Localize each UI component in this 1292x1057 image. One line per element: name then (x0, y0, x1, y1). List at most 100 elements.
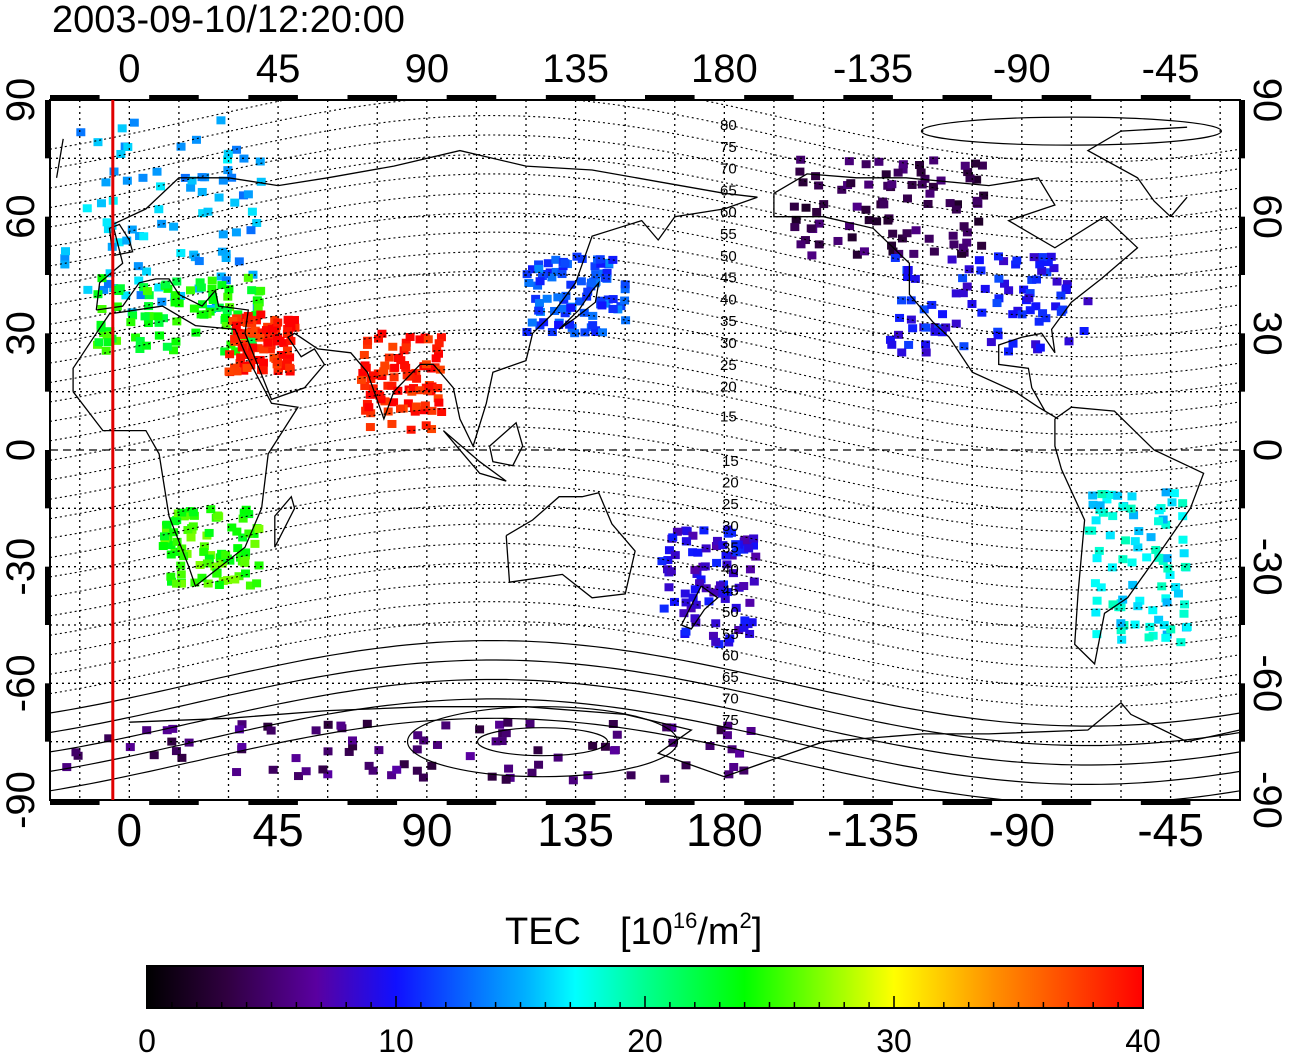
tec-cell (1120, 536, 1130, 545)
tec-cell (1154, 517, 1164, 526)
tec-cell (551, 267, 561, 276)
tec-cell (667, 723, 677, 732)
tec-cell (273, 358, 283, 367)
tec-cell (392, 765, 402, 774)
tec-cell (362, 340, 372, 349)
tec-cell (154, 331, 164, 340)
tec-cell (929, 156, 939, 165)
contour-label: 40 (720, 291, 737, 308)
tec-cell (621, 316, 631, 325)
tec-cell (612, 730, 622, 739)
contour-line (50, 348, 1240, 435)
timestamp-title: 2003-09-10/12:20:00 (52, 0, 405, 41)
tec-cell (597, 301, 607, 310)
contour-line (50, 717, 1240, 800)
tec-cell (522, 270, 532, 279)
tec-cell (212, 569, 222, 578)
tec-cell (396, 356, 406, 365)
contour-line (50, 100, 1240, 183)
tec-cell (979, 191, 989, 200)
tec-cell (711, 637, 721, 646)
contour-label: 15 (722, 453, 739, 470)
tec-cell (243, 311, 253, 320)
tec-cell (412, 745, 422, 754)
tec-cell (699, 526, 709, 535)
colorbar-unit: [1016/m2] (620, 908, 762, 953)
tec-cell (441, 721, 451, 730)
tec-cell (861, 205, 871, 214)
contour-label: 20 (720, 379, 737, 396)
tec-cell (380, 361, 390, 370)
tec-cell (142, 267, 152, 276)
coastline (72, 305, 299, 588)
tec-cell (427, 382, 437, 391)
tec-cell (418, 773, 428, 782)
top-lon-label: 180 (691, 47, 758, 91)
tec-cell (1173, 589, 1183, 598)
tec-cell (103, 279, 113, 288)
tec-cell (71, 748, 81, 757)
frame-tick (545, 800, 596, 805)
tec-cell (977, 161, 987, 170)
tec-cell (1094, 546, 1104, 555)
tec-cell (223, 149, 233, 158)
tec-cell (921, 340, 931, 349)
tec-cell (591, 326, 601, 335)
contour-label: 20 (722, 475, 739, 492)
tec-cell (1091, 608, 1101, 617)
tec-cell (690, 565, 700, 574)
tec-cell (993, 331, 1003, 340)
tec-cell (600, 273, 610, 282)
contour-line (50, 659, 1240, 747)
contour-ring (476, 727, 609, 757)
tec-cell (224, 285, 234, 294)
tec-cell (388, 342, 398, 351)
tec-cell (248, 355, 258, 364)
tec-cell (187, 176, 197, 185)
tec-cell (365, 423, 375, 432)
frame-tick (50, 800, 100, 805)
tec-cell (140, 312, 150, 321)
tec-cell (220, 347, 230, 356)
tec-cell (560, 309, 570, 318)
tec-cell (941, 323, 951, 332)
tec-cell (393, 386, 403, 395)
tec-cell (915, 161, 925, 170)
right-lat-label: 90 (1245, 78, 1289, 123)
tec-cell (160, 532, 170, 541)
tec-cell (801, 203, 811, 212)
tec-cell (731, 548, 741, 557)
tec-cell (232, 768, 242, 777)
tec-cell (189, 304, 199, 313)
tec-cell (740, 616, 750, 625)
tec-cell (1171, 583, 1181, 592)
tec-cell (948, 231, 958, 240)
tec-cell (1108, 512, 1118, 521)
tec-cell (60, 254, 70, 263)
tec-cell (1056, 307, 1066, 316)
tec-cell (1127, 492, 1137, 501)
tec-cell (1133, 602, 1143, 611)
colorbar-tick-label: 0 (138, 1023, 156, 1057)
tec-cell (244, 529, 254, 538)
tec-cell (221, 550, 231, 559)
right-lat-label: -90 (1245, 771, 1289, 829)
tec-cell (1118, 595, 1128, 604)
tec-cell (128, 311, 138, 320)
tec-cell (256, 310, 266, 319)
tec-cell (1133, 543, 1143, 552)
frame-tick (942, 95, 993, 100)
tec-cell (221, 254, 231, 263)
tec-cell (177, 508, 187, 517)
tec-cell (1180, 600, 1190, 609)
colorbar-ticks: 0 10 20 30 40 (138, 996, 1161, 1057)
tec-cell (1035, 343, 1045, 352)
top-lon-label: -135 (833, 47, 913, 91)
left-lat-label: 0 (0, 439, 43, 461)
tec-cell (716, 726, 726, 735)
tec-cell (977, 241, 987, 250)
tec-cell (712, 558, 722, 567)
tec-cell (415, 335, 425, 344)
tec-cell (1062, 280, 1072, 289)
tec-cell (960, 161, 970, 170)
